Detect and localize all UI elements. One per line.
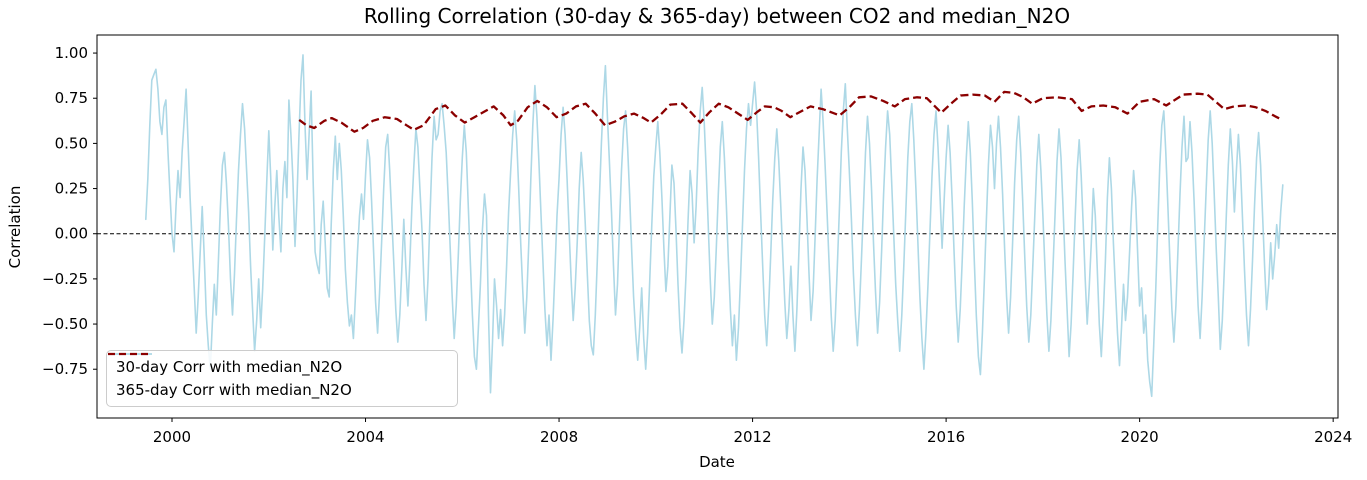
legend-item-365-day: 365-day Corr with median_N2O <box>108 352 447 399</box>
plot-area: 2000 2004 2008 2012 2016 2020 2024 1.00 0.75 0.50… <box>42 34 1352 446</box>
y-tick-label: −0.75 <box>42 360 88 378</box>
y-tick-label: 1.00 <box>55 44 88 62</box>
x-tick-label: 2000 <box>153 428 191 446</box>
y-tick-label: 0.75 <box>55 89 88 107</box>
series-line-30-day-corr <box>145 54 1284 398</box>
chart-title: Rolling Correlation (30-day & 365-day) b… <box>364 4 1070 28</box>
y-tick-label: 0.00 <box>55 225 88 243</box>
series-line-365-day-corr <box>298 90 1283 133</box>
y-tick-label: 0.50 <box>55 134 88 152</box>
x-tick-label: 2008 <box>540 428 578 446</box>
x-tick-label: 2004 <box>346 428 384 446</box>
legend-label-365-day: 365-day Corr with median_N2O <box>116 380 352 399</box>
x-tick-label: 2012 <box>733 428 771 446</box>
y-tick-label: 0.25 <box>55 180 88 198</box>
y-tick-label: −0.50 <box>42 315 88 333</box>
x-tick-label: 2024 <box>1314 428 1352 446</box>
axes-spines <box>96 34 1339 419</box>
legend-label-30-day: 30-day Corr with median_N2O <box>116 358 343 377</box>
legend: 30-day Corr with median_N2O 365-day Corr… <box>106 350 458 407</box>
y-tick-label: −0.25 <box>42 270 88 288</box>
x-axis-label: Date <box>699 453 735 471</box>
x-tick-label: 2020 <box>1121 428 1159 446</box>
x-tick-label: 2016 <box>927 428 965 446</box>
line-swatch-dashed-icon <box>108 352 152 356</box>
y-axis-label: Correlation <box>6 186 24 269</box>
legend-item-30-day: 30-day Corr with median_N2O <box>108 353 447 377</box>
